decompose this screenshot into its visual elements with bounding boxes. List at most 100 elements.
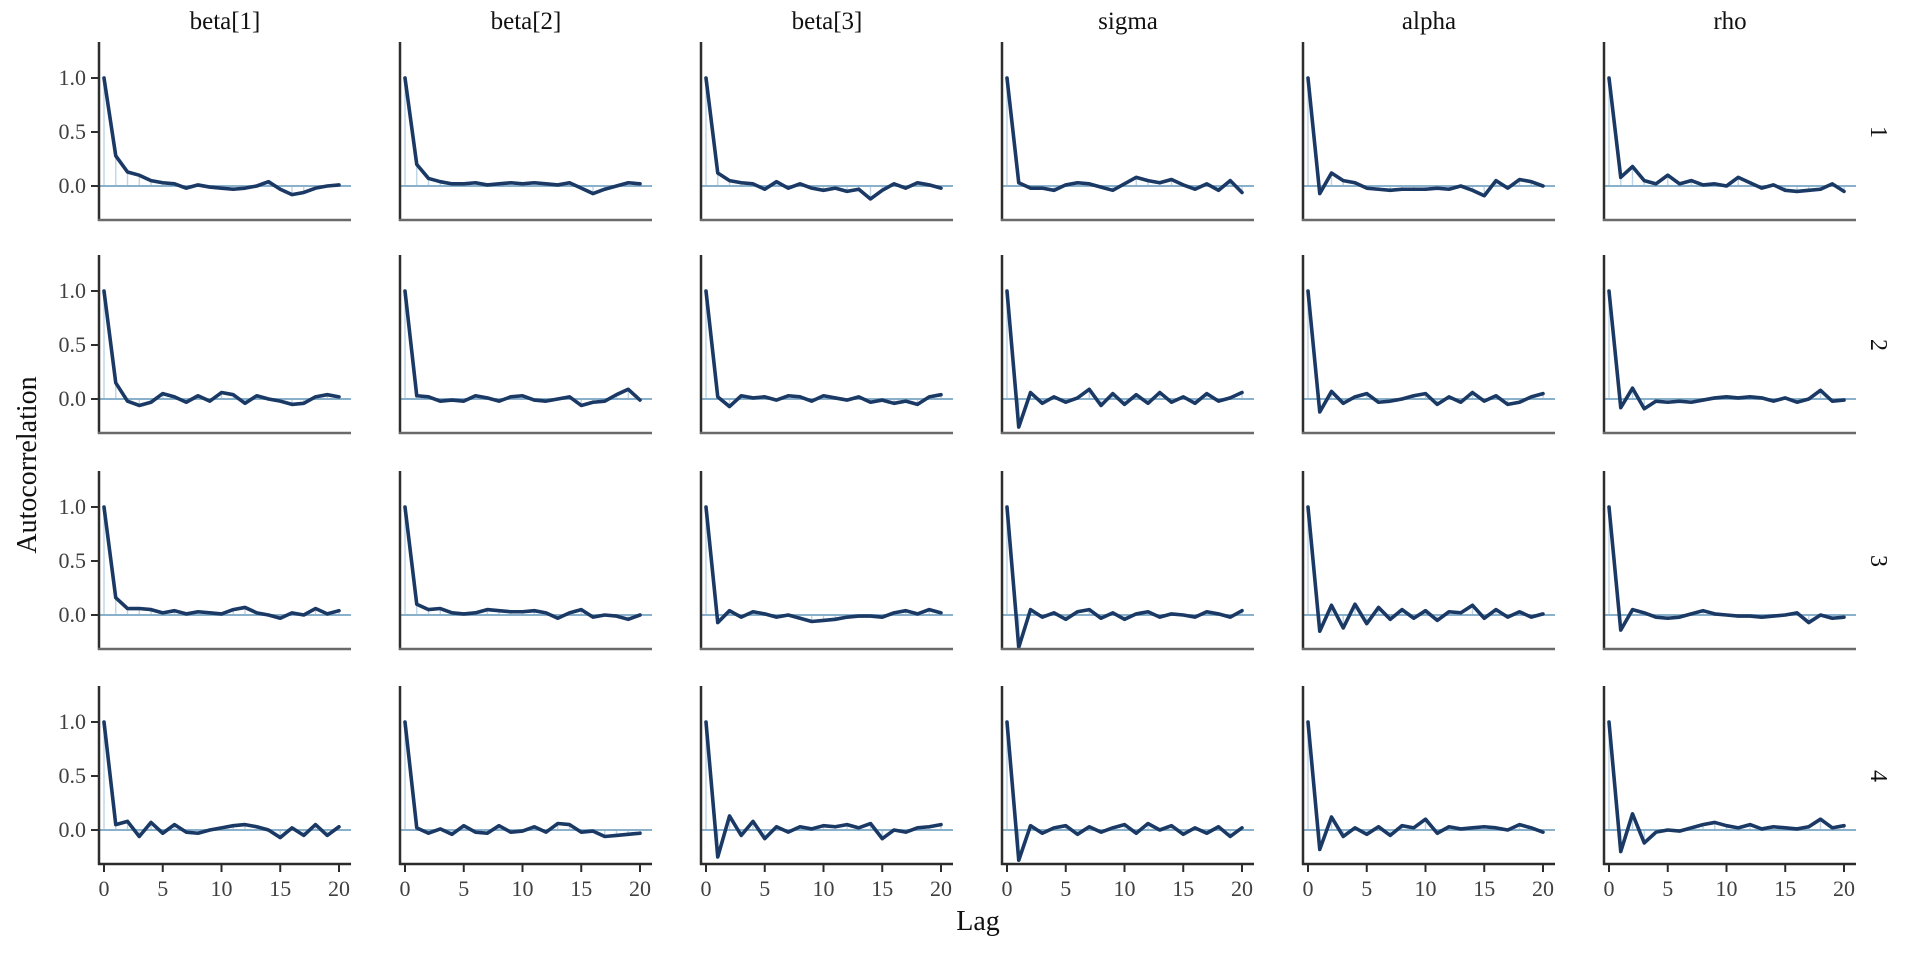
acf-line bbox=[403, 505, 642, 622]
y-tick-marks bbox=[91, 77, 99, 187]
y-tick-label: 0.5 bbox=[58, 332, 87, 357]
acf-panel-alpha-chain-4 bbox=[1301, 686, 1555, 872]
acf-line bbox=[403, 76, 642, 196]
acf-line bbox=[102, 720, 341, 840]
acf-stems bbox=[404, 507, 629, 620]
acf-stems bbox=[1307, 78, 1532, 196]
acf-line bbox=[102, 289, 341, 408]
facet-row-label-chain-1: 1 bbox=[1865, 125, 1891, 138]
acf-panel-alpha-chain-3 bbox=[1301, 471, 1555, 651]
acf-panel-beta[2]-chain-2 bbox=[398, 255, 652, 435]
acf-panel-sigma-chain-2 bbox=[1000, 255, 1254, 435]
facet-row-label-chain-2: 2 bbox=[1865, 338, 1891, 351]
facet-column-title-alpha: alpha bbox=[1401, 8, 1457, 35]
facet-column-title-beta[2]: beta[2] bbox=[490, 8, 562, 35]
acf-stems bbox=[1006, 722, 1243, 861]
acf-stems bbox=[1006, 78, 1243, 193]
facet-column-title-sigma: sigma bbox=[1098, 8, 1158, 35]
x-tick-label: 0 bbox=[1302, 876, 1314, 901]
x-tick-label: 0 bbox=[1001, 876, 1013, 901]
x-tick-marks bbox=[1608, 865, 1845, 872]
x-tick-label: 5 bbox=[759, 876, 771, 901]
acf-panel-beta[2]-chain-1 bbox=[398, 42, 652, 222]
facet-column-title-beta[1]: beta[1] bbox=[189, 8, 261, 35]
x-tick-label: 15 bbox=[269, 876, 292, 901]
acf-line bbox=[102, 505, 341, 621]
acf-panel-alpha-chain-1 bbox=[1301, 42, 1555, 222]
acf-line bbox=[403, 720, 642, 839]
acf-stems bbox=[404, 291, 641, 406]
acf-panel-beta[3]-chain-4 bbox=[699, 686, 953, 872]
acf-line bbox=[1306, 76, 1545, 198]
acf-panel-sigma-chain-4 bbox=[1000, 686, 1254, 872]
y-tick-label: 0.0 bbox=[58, 386, 87, 411]
x-tick-label: 0 bbox=[700, 876, 712, 901]
acf-stems bbox=[1608, 291, 1845, 409]
x-tick-label: 5 bbox=[157, 876, 169, 901]
x-tick-label: 20 bbox=[328, 876, 350, 901]
acf-panel-rho-chain-3 bbox=[1602, 471, 1856, 651]
y-tick-label: 0.0 bbox=[58, 817, 87, 842]
acf-panel-beta[3]-chain-1 bbox=[699, 42, 953, 222]
x-tick-label: 10 bbox=[812, 876, 835, 901]
acf-line bbox=[1005, 76, 1244, 195]
x-tick-label: 15 bbox=[570, 876, 593, 901]
acf-line bbox=[1005, 289, 1244, 429]
facet-column-title-rho: rho bbox=[1713, 8, 1747, 35]
x-tick-label: 5 bbox=[1361, 876, 1373, 901]
acf-stems bbox=[1608, 722, 1845, 852]
acf-stems bbox=[705, 78, 942, 199]
acf-panel-beta[1]-chain-4 bbox=[91, 686, 351, 872]
acf-line bbox=[704, 289, 943, 409]
x-tick-marks bbox=[705, 865, 942, 872]
acf-stems bbox=[1608, 78, 1845, 192]
acf-panel-beta[2]-chain-3 bbox=[398, 471, 652, 651]
y-tick-label: 0.5 bbox=[58, 548, 87, 573]
facet-row-label-chain-3: 3 bbox=[1865, 554, 1891, 567]
y-tick-label: 1.0 bbox=[58, 494, 87, 519]
acf-line bbox=[1005, 720, 1244, 863]
acf-line bbox=[1306, 505, 1545, 633]
x-axis-title: Lag bbox=[956, 906, 1000, 937]
x-tick-label: 20 bbox=[1833, 876, 1855, 901]
acf-line bbox=[1607, 289, 1846, 411]
y-tick-label: 1.0 bbox=[58, 65, 87, 90]
y-tick-marks bbox=[91, 290, 99, 400]
acf-line bbox=[1607, 76, 1846, 194]
acf-line bbox=[704, 76, 943, 201]
y-tick-label: 1.0 bbox=[58, 709, 87, 734]
acf-stems bbox=[103, 291, 340, 406]
acf-line bbox=[1306, 720, 1545, 852]
x-tick-marks bbox=[404, 865, 641, 872]
acf-line bbox=[1005, 505, 1244, 650]
acf-stems bbox=[404, 78, 641, 194]
x-tick-marks bbox=[1307, 865, 1544, 872]
acf-line bbox=[1607, 505, 1846, 632]
x-tick-label: 0 bbox=[399, 876, 411, 901]
y-tick-marks bbox=[91, 506, 99, 616]
acf-panel-beta[1]-chain-3 bbox=[91, 471, 351, 651]
y-tick-label: 0.0 bbox=[58, 173, 87, 198]
x-tick-label: 15 bbox=[1172, 876, 1195, 901]
acf-panel-beta[1]-chain-1 bbox=[91, 42, 351, 222]
acf-line bbox=[1607, 720, 1846, 854]
facet-row-label-chain-4: 4 bbox=[1865, 769, 1891, 782]
acf-panel-rho-chain-1 bbox=[1602, 42, 1856, 222]
acf-panel-sigma-chain-1 bbox=[1000, 42, 1254, 222]
x-tick-label: 5 bbox=[458, 876, 470, 901]
x-tick-label: 10 bbox=[511, 876, 534, 901]
x-tick-label: 5 bbox=[1060, 876, 1072, 901]
acf-panel-alpha-chain-2 bbox=[1301, 255, 1555, 435]
acf-panel-beta[3]-chain-2 bbox=[699, 255, 953, 435]
x-tick-label: 20 bbox=[930, 876, 952, 901]
x-tick-label: 20 bbox=[1532, 876, 1554, 901]
acf-panel-beta[3]-chain-3 bbox=[699, 471, 953, 651]
x-tick-label: 20 bbox=[629, 876, 651, 901]
y-tick-label: 0.0 bbox=[58, 602, 87, 627]
x-tick-label: 15 bbox=[871, 876, 894, 901]
acf-stems bbox=[103, 507, 340, 619]
acf-stems bbox=[705, 291, 942, 407]
x-tick-marks bbox=[103, 865, 340, 872]
acf-panel-rho-chain-4 bbox=[1602, 686, 1856, 872]
